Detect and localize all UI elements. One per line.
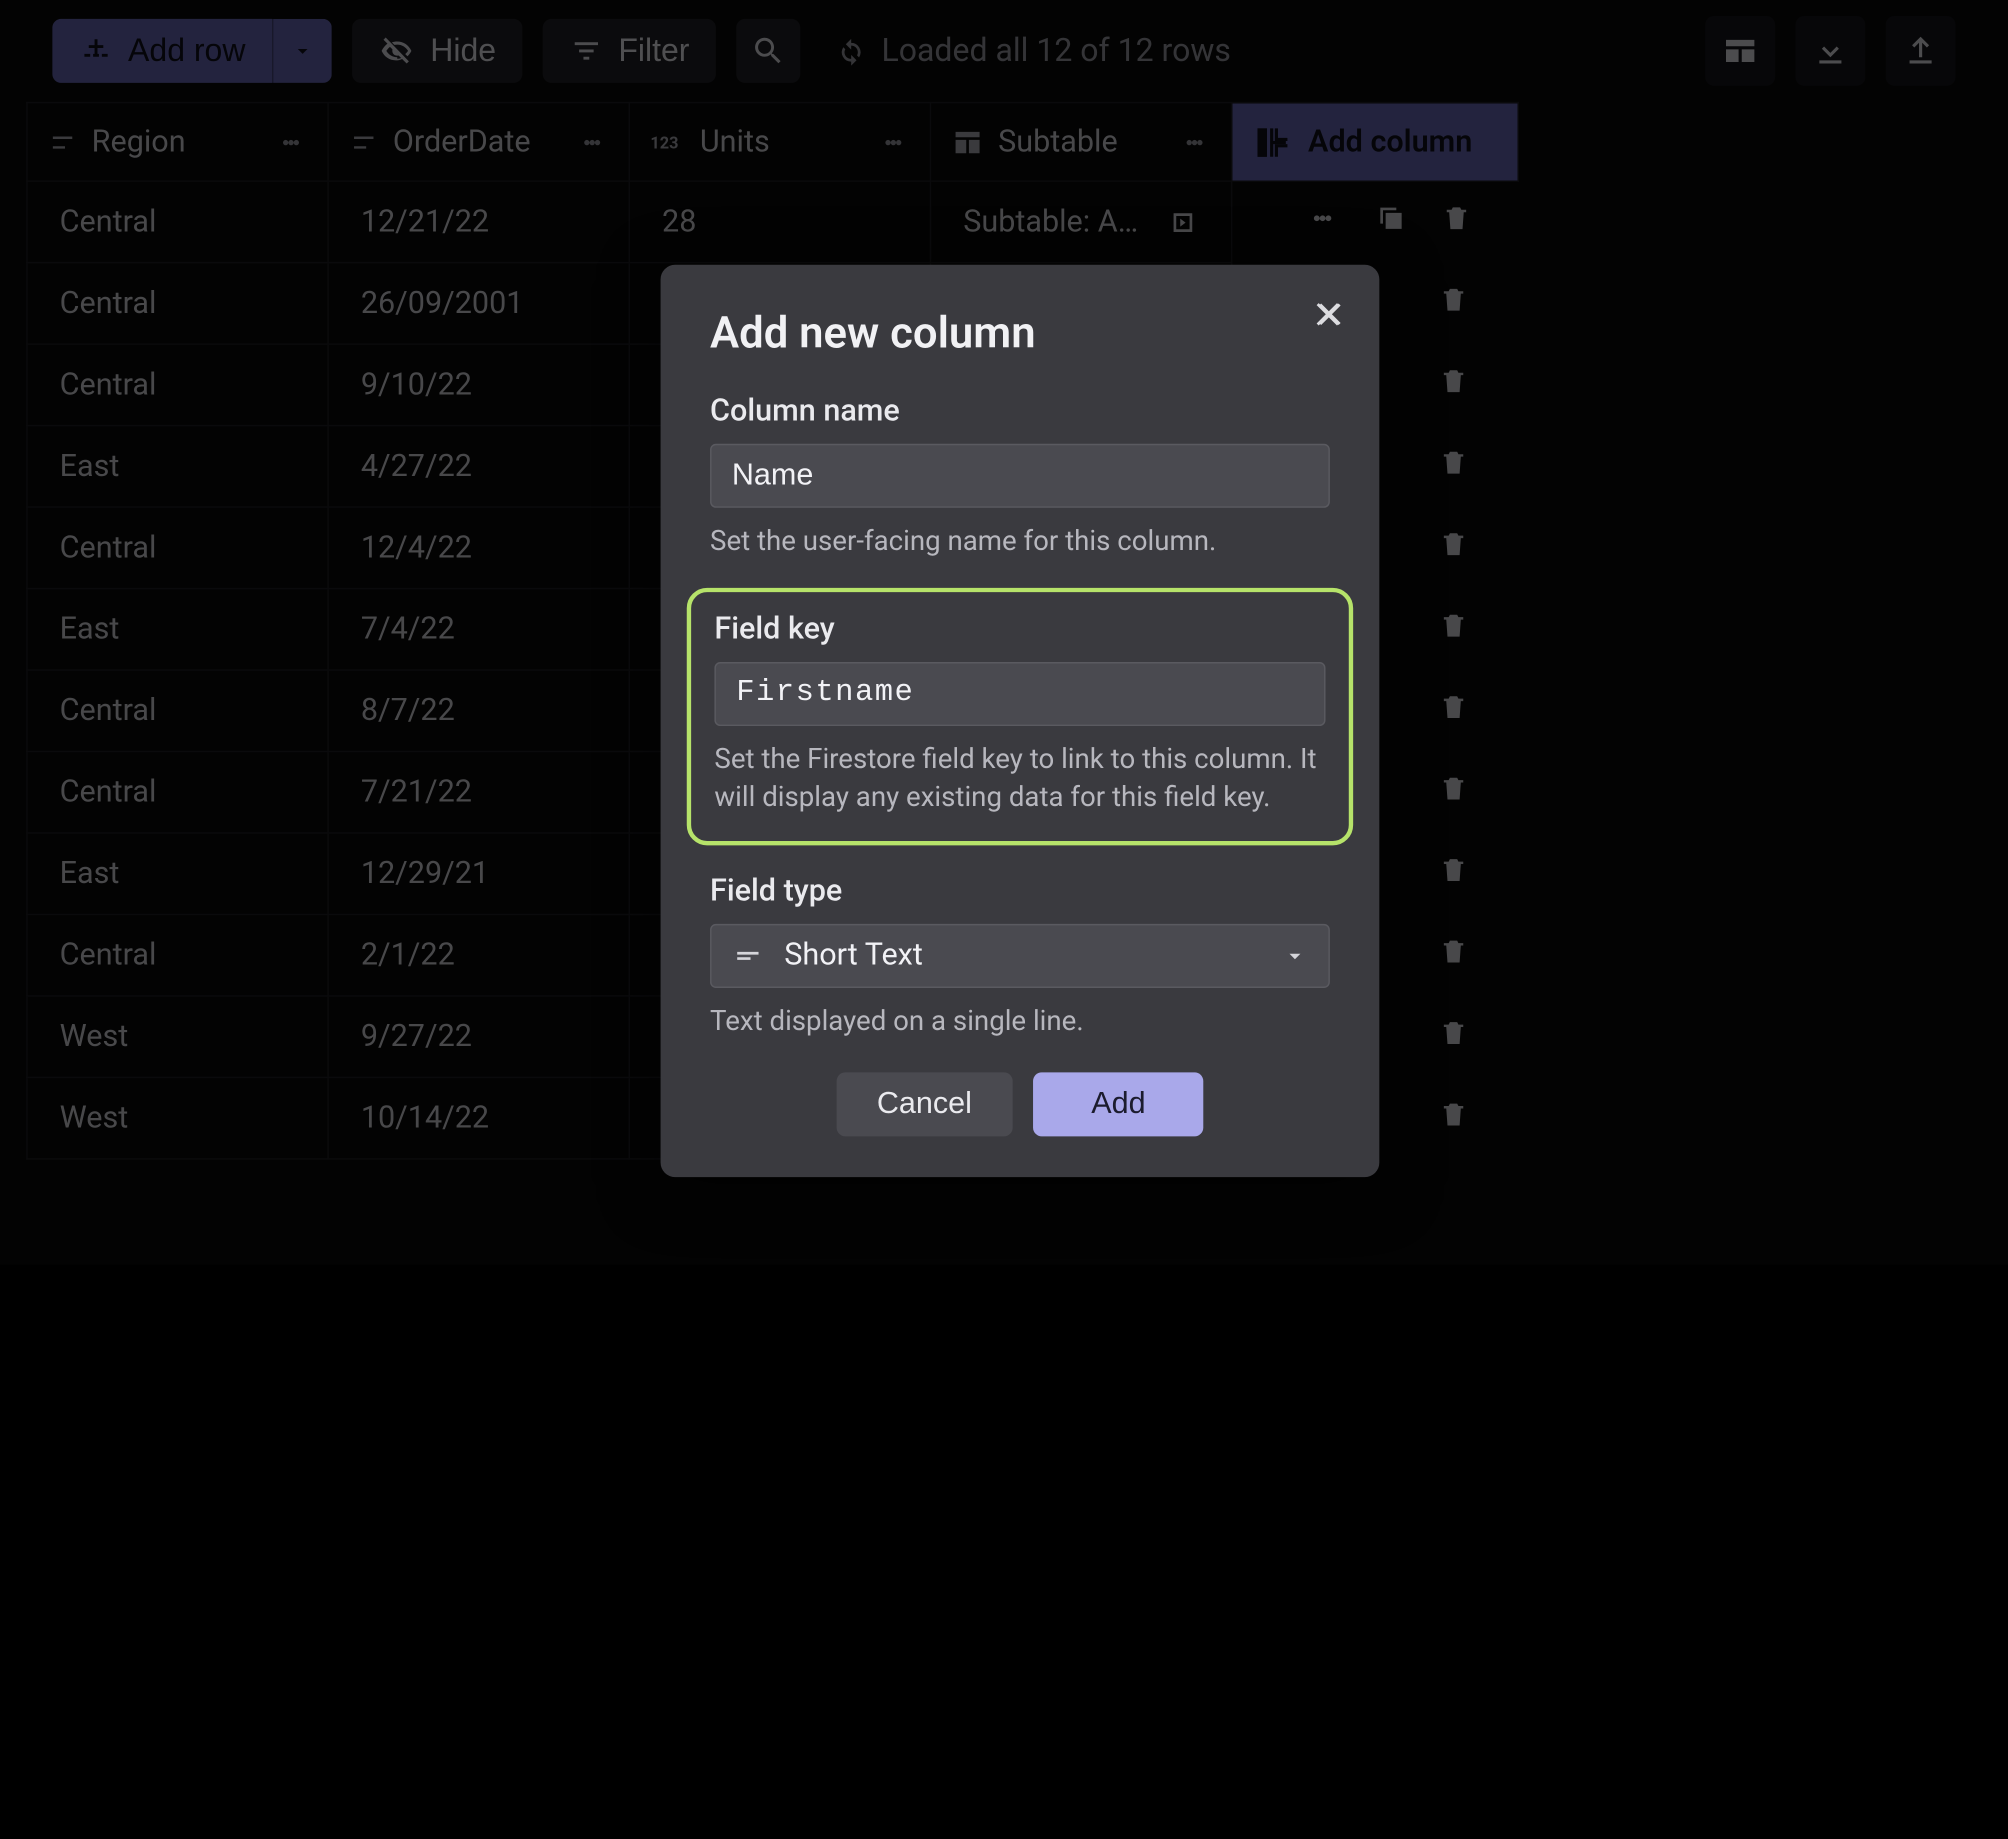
field-type-label: Field type — [710, 874, 1330, 909]
add-button[interactable]: Add — [1033, 1073, 1204, 1137]
field-type-value: Short Text — [784, 938, 923, 973]
field-key-helper: Set the Firestore field key to link to t… — [714, 740, 1325, 817]
add-label: Add — [1091, 1087, 1145, 1120]
field-key-highlight: Field key Set the Firestore field key to… — [687, 587, 1353, 845]
field-type-field: Field type Short Text Text displayed on … — [710, 874, 1330, 1041]
field-type-select[interactable]: Short Text — [710, 924, 1330, 988]
chevron-down-icon — [1282, 943, 1308, 969]
short-text-icon — [732, 940, 764, 972]
column-name-label: Column name — [710, 394, 1330, 429]
field-key-label: Field key — [714, 612, 1325, 647]
field-type-helper: Text displayed on a single line. — [710, 1002, 1330, 1041]
modal-close-button[interactable] — [1312, 297, 1347, 332]
column-name-input[interactable] — [710, 444, 1330, 508]
column-name-field: Column name Set the user-facing name for… — [710, 394, 1330, 561]
app-root: Add row Hide Filter — [0, 0, 2008, 1264]
column-name-helper: Set the user-facing name for this column… — [710, 522, 1330, 561]
cancel-button[interactable]: Cancel — [836, 1073, 1013, 1137]
cancel-label: Cancel — [877, 1087, 972, 1120]
add-column-modal: Add new column Column name Set the user-… — [661, 265, 1380, 1178]
modal-title: Add new column — [710, 308, 1330, 359]
modal-actions: Cancel Add — [710, 1073, 1330, 1137]
field-key-input[interactable] — [714, 661, 1325, 725]
